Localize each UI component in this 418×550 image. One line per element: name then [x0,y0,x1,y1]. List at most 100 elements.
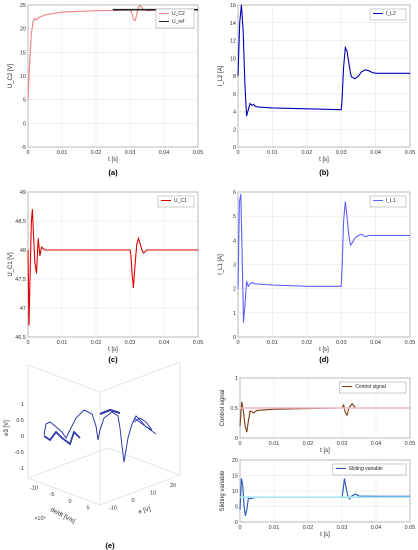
data-point [368,235,370,236]
data-point [95,249,97,251]
y-tick-label: 46.5 [15,335,26,341]
data-point [33,232,34,234]
data-point [346,414,348,416]
data-point [243,506,245,507]
y-axis-label: U_C1 [V] [8,252,14,277]
phase-trajectory-dense [43,430,81,446]
y-axis-label: Sliding variable [220,470,226,511]
legend-entry: Control signal [355,384,386,390]
x-tick-label: 0 [26,150,29,156]
data-point [34,17,36,19]
data-point [346,50,348,52]
x-tick-label: 0.01 [57,150,68,156]
legend-box [369,195,407,208]
y-tick-label: 3 [233,263,236,269]
legend-entry: I_L2 [386,11,396,17]
y-tick-label: 5 [86,506,89,512]
y-tick-label: 0 [68,499,71,505]
y-tick-label: 0 [233,335,236,341]
y-tick-label: 4 [233,110,236,116]
y-tick-label: 15 [232,474,238,480]
axis-frame-line [99,361,181,393]
x-tick-label: 0.05 [193,340,204,346]
data-point [409,407,411,409]
x-tick-label: 0.01 [269,525,280,531]
data-point [344,47,346,48]
data-point [237,75,239,77]
data-point [340,109,342,111]
subfigure-caption: (a) [108,168,118,177]
data-point [247,285,249,287]
y-tick-label: 14 [230,21,236,27]
data-point [141,7,143,9]
axis-multiplier: ×10⁵ [34,515,46,522]
data-point [237,288,239,290]
data-point [354,237,356,239]
chart-c: 0 0.01 0.02 0.03 0.04 0.05 46.5 47 47.5 48 48.5 49 t… [8,190,203,364]
x-tick-label: 0 [236,150,239,156]
chart-f1: 0 0.01 0.02 0.03 0.04 0.05 0 0.5 1 t [s] Control s… [220,376,415,454]
y-tick-label: 6 [233,190,236,196]
x-tick-label: 0 [238,525,241,531]
y-tick-label: 48.5 [15,219,26,225]
y-tick-label: -5 [21,145,26,151]
data-point [375,72,376,74]
data-point [351,403,353,405]
z-tick-label: 0 [21,434,24,440]
data-point [239,407,241,409]
data-point [239,496,241,498]
y-tick-label: 10 [230,56,236,62]
y-tick-label: 49 [20,190,26,196]
data-point [253,412,255,414]
series-line-1 [27,4,198,100]
subfigure-caption: (d) [319,355,329,364]
data-point [247,109,249,111]
data-point [371,72,373,73]
subfigure-caption: (e) [105,541,115,550]
data-point [361,233,363,235]
y-tick-label: 0 [235,436,238,442]
data-point [368,70,370,72]
y-tick-label: 25 [20,3,26,9]
y-axis-label: I_L1 [A] [218,254,224,275]
z-tick-label: -1 [19,466,24,472]
y-tick-label: 4 [233,238,236,244]
legend-entry: U_C1 [174,198,187,204]
data-point [346,215,348,217]
data-point [361,71,363,72]
data-point [351,495,353,497]
y-axis-label: Control signal [220,390,226,427]
x-tick-label: 0.04 [159,150,170,156]
data-point [136,14,138,15]
y-tick-label: 47.5 [15,277,26,283]
x-tick-label: 0.02 [301,340,312,346]
legend-box [157,195,195,208]
data-point [246,431,248,433]
y-tick-label: 0 [235,520,238,526]
x-tick-label: 0.05 [405,441,416,447]
data-point [341,264,343,265]
y-tick-label: 2 [233,287,236,293]
legend-box [369,8,407,21]
data-point [246,281,248,282]
data-point [358,235,359,236]
data-point [31,33,32,34]
y-tick-label: 16 [230,3,236,9]
data-point [343,66,345,68]
axis-frame-line [107,447,181,476]
data-point [306,285,308,287]
data-point [130,255,132,257]
data-point [392,72,394,74]
data-point [44,14,46,16]
x-tick-label: 0.02 [91,340,102,346]
z-tick-label: 1 [21,402,24,408]
x-tick-label: 0 [26,340,29,346]
x-tick-label: 0.03 [336,150,347,156]
y-tick-label: 48 [20,248,26,254]
data-point [141,249,143,251]
legend-entry: U_ref [172,19,185,25]
y-tick-label: 5 [235,505,238,511]
x-tick-label: 0.01 [57,340,68,346]
x-tick-label: 0.04 [159,340,170,346]
